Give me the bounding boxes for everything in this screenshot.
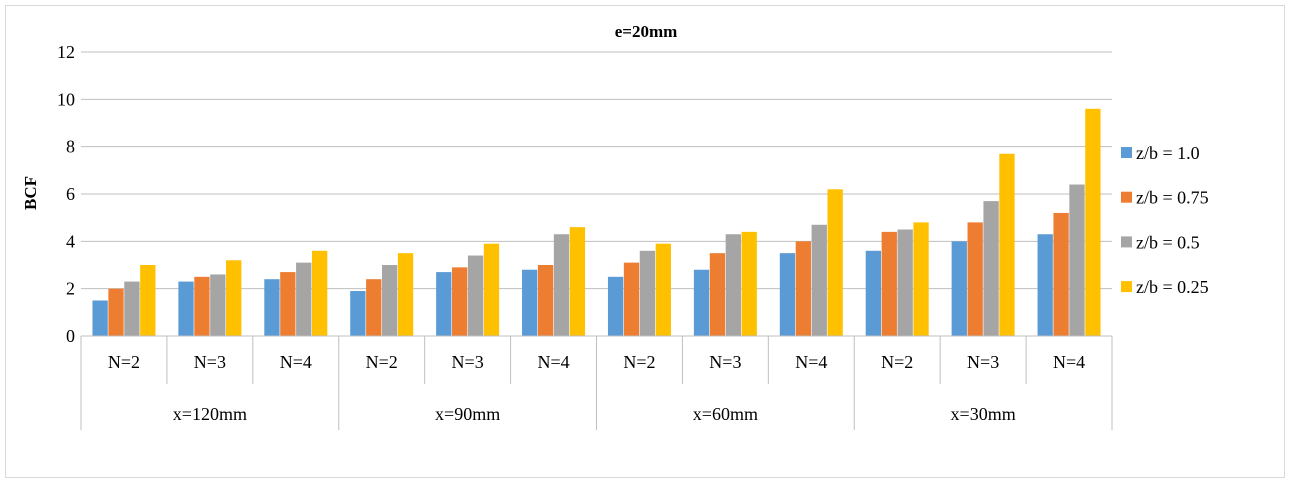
bar [1037, 234, 1053, 336]
bar [140, 265, 156, 336]
x-tick-label: N=3 [452, 352, 484, 372]
bar [569, 227, 586, 336]
bar [881, 231, 897, 336]
group-label: x=60mm [693, 404, 758, 424]
x-tick-label: N=4 [795, 352, 827, 372]
bar [210, 274, 226, 336]
bar [607, 276, 624, 336]
bar [397, 253, 414, 336]
y-tick-label: 12 [57, 42, 75, 62]
bar [741, 231, 757, 336]
legend-label: z/b = 0.75 [1136, 188, 1209, 208]
group-label: x=30mm [951, 404, 1016, 424]
bar [522, 269, 538, 336]
bar [967, 222, 983, 336]
y-tick-label: 8 [66, 137, 75, 157]
bar [537, 265, 554, 336]
bar [264, 279, 280, 336]
legend: z/b = 1.0 z/b = 0.75 z/b = 0.5 z/b = 0.25 [1121, 143, 1209, 297]
bar [1069, 184, 1085, 336]
x-axis: N=2 N=3 N=4 N=2 N=3 N=4 N=2 N=3 N=4 N=2 N=3 N=4 x=12… [80, 335, 1113, 430]
bar [897, 229, 913, 336]
x-tick-label: N=4 [280, 352, 312, 372]
bar [436, 272, 452, 336]
legend-label: z/b = 0.25 [1136, 277, 1209, 297]
group-label: x=90mm [435, 404, 500, 424]
legend-swatch [1121, 191, 1132, 203]
legend-label: z/b = 0.5 [1136, 232, 1200, 252]
bar [194, 276, 210, 336]
bar [452, 267, 468, 336]
chart-title: e=20mm [615, 22, 678, 41]
bar [1085, 108, 1101, 336]
bar [913, 222, 929, 336]
bar [366, 279, 382, 336]
x-tick-label: N=2 [108, 352, 140, 372]
y-tick-label: 4 [66, 231, 75, 251]
bar [311, 250, 328, 336]
y-tick-label: 0 [66, 326, 75, 346]
bar [1053, 212, 1069, 336]
bar [983, 201, 999, 336]
bar [280, 272, 296, 336]
y-tick-label: 2 [66, 279, 75, 299]
bar [108, 288, 124, 336]
bar [483, 243, 500, 336]
group-label: x=120mm [173, 404, 247, 424]
bar [999, 153, 1015, 336]
x-tick-label: N=4 [537, 352, 569, 372]
x-tick-label: N=4 [1053, 352, 1085, 372]
bar [639, 250, 656, 336]
bar [709, 253, 726, 336]
bar [951, 241, 967, 336]
y-axis-label: BCF [21, 176, 40, 210]
bar [467, 255, 484, 336]
bar [655, 243, 671, 336]
x-tick-label: N=2 [881, 352, 913, 372]
bar [693, 269, 710, 336]
legend-swatch [1121, 236, 1132, 248]
bar [553, 234, 570, 336]
bar [779, 253, 796, 336]
x-tick-label: N=3 [709, 352, 741, 372]
y-tick-label: 6 [66, 184, 75, 204]
bar [811, 224, 827, 336]
bars [92, 108, 1101, 336]
bar [725, 234, 741, 336]
bar [178, 281, 194, 336]
y-tick-labels: 0 2 4 6 8 10 12 [57, 42, 75, 346]
legend-swatch [1121, 147, 1132, 158]
bar [827, 189, 843, 336]
x-tick-label: N=2 [623, 352, 655, 372]
bar [296, 262, 312, 336]
x-tick-label: N=2 [366, 352, 398, 372]
y-tick-label: 10 [57, 89, 75, 109]
legend-label: z/b = 1.0 [1136, 143, 1200, 163]
bar [382, 265, 398, 336]
x-tick-label: N=3 [194, 352, 226, 372]
legend-swatch [1121, 281, 1132, 293]
x-tick-label: N=3 [967, 352, 999, 372]
bar [226, 260, 242, 336]
bar [623, 262, 640, 336]
bar [92, 300, 108, 336]
bar [350, 291, 366, 336]
bar [124, 281, 140, 336]
bar [865, 250, 882, 336]
bar [795, 241, 811, 336]
